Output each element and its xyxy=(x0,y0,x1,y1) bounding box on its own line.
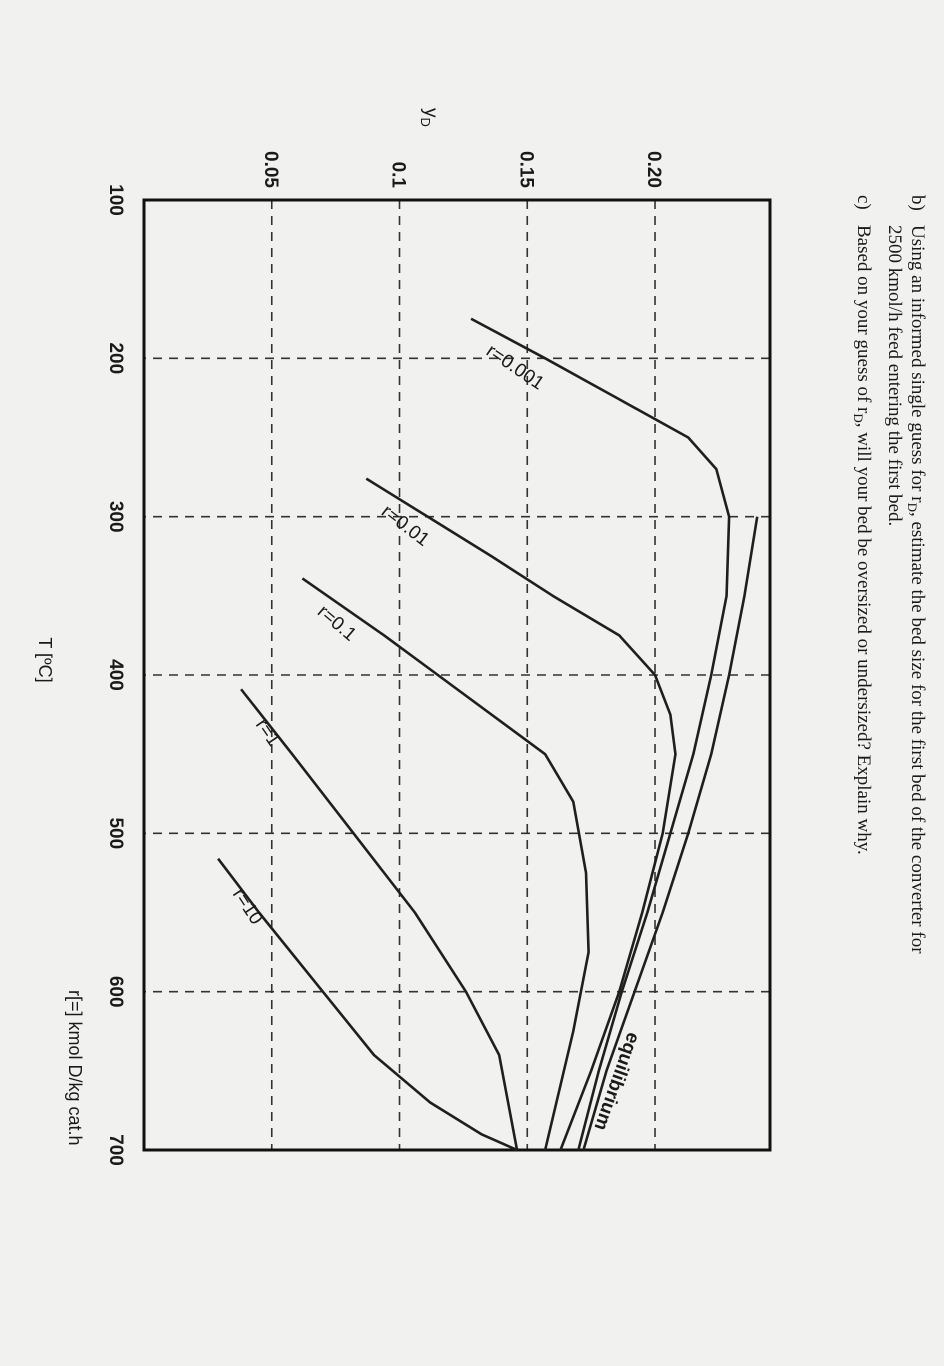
y-tick-label: 0.15 xyxy=(515,151,536,188)
question-part: , estimate the bed size for the first be… xyxy=(907,512,928,954)
question-text: Based on your guess of rD, will your bed… xyxy=(851,225,874,855)
curve-label: r=1 xyxy=(251,715,284,750)
y-tick-label: 0.20 xyxy=(643,151,664,188)
x-tick-label: 700 xyxy=(105,1134,126,1166)
y-tick-label: 0.1 xyxy=(388,162,409,189)
x-tick-label: 600 xyxy=(105,976,126,1008)
x-tick-label: 100 xyxy=(105,184,126,216)
curve-label: r=0.01 xyxy=(377,501,433,551)
question-label: b) xyxy=(907,195,928,211)
curve-label: r=0.1 xyxy=(313,601,360,645)
y-axis-label: yD xyxy=(418,108,441,127)
y-label-sub: D xyxy=(418,118,433,127)
curve-label: r=10 xyxy=(228,885,267,929)
x-tick-label: 500 xyxy=(105,817,126,849)
x-tick-label: 200 xyxy=(105,342,126,374)
question-part: Based on your guess of r xyxy=(853,225,874,414)
question-part: , will your bed be oversized or undersiz… xyxy=(853,423,874,855)
curve xyxy=(240,688,519,1151)
curve xyxy=(301,577,590,1151)
x-axis-label: T [ºC] xyxy=(35,637,55,682)
question-label: c) xyxy=(853,195,874,210)
question-sub: D xyxy=(905,503,920,512)
question-sub: D xyxy=(851,413,866,422)
curve-label: r=0.001 xyxy=(482,341,548,395)
y-tick-label: 0.05 xyxy=(260,151,281,188)
curve xyxy=(365,477,677,1151)
question-part: Using an informed single guess for r xyxy=(907,225,928,503)
question-text: 2500 kmol/h feed entering the first bed. xyxy=(884,225,905,526)
curve xyxy=(582,516,759,1151)
unit-note: r[=] kmol D/kg cat.h xyxy=(65,990,85,1146)
curve xyxy=(217,857,518,1152)
curve xyxy=(470,317,731,1151)
plot-frame xyxy=(142,198,772,1152)
question-text: Using an informed single guess for rD, e… xyxy=(905,225,928,954)
y-label-main: y xyxy=(420,108,441,118)
x-tick-label: 300 xyxy=(105,501,126,533)
x-tick-label: 400 xyxy=(105,659,126,691)
